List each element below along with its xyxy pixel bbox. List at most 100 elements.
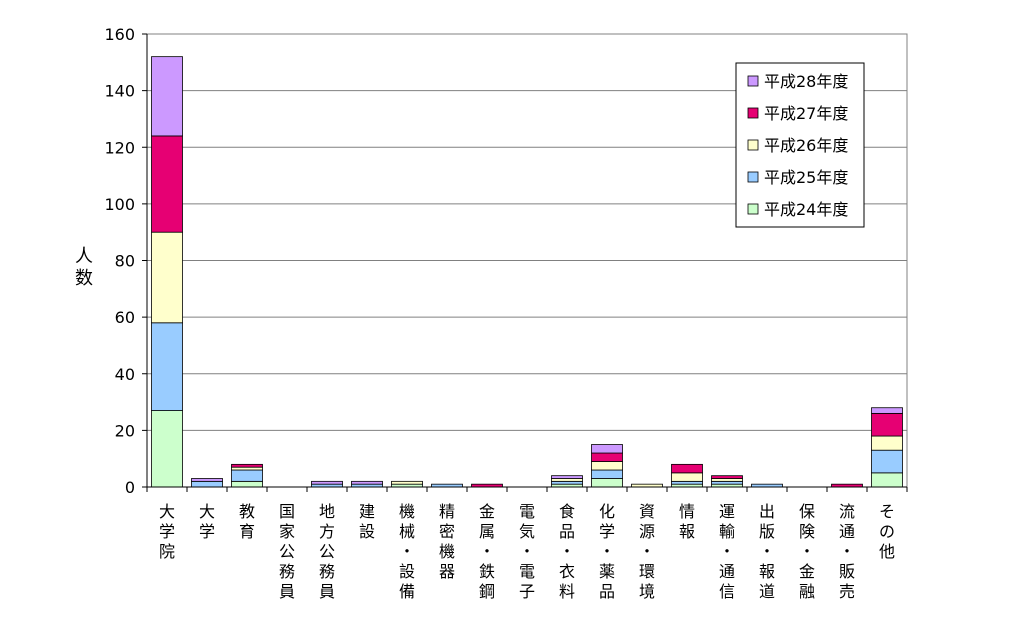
bar-segment	[591, 452, 623, 462]
x-tick-label-char: 出	[759, 502, 775, 521]
bar-segment	[671, 472, 703, 482]
legend-swatch	[747, 107, 759, 119]
x-tick-label-char: 版	[759, 522, 775, 541]
x-tick-label-char: 情	[679, 502, 695, 521]
bar-segment	[191, 478, 223, 482]
y-tick-label: 100	[104, 195, 135, 214]
y-tick-label: 160	[104, 25, 135, 44]
x-tick-label-char: 地	[319, 502, 335, 521]
x-tick-label-char: ・	[839, 542, 855, 561]
bar-segment	[671, 463, 703, 474]
x-tick-label-char: 報	[759, 562, 775, 581]
x-tick-label-char: ・	[599, 542, 615, 561]
bar-segment	[351, 480, 383, 485]
x-tick-label-char: 公	[279, 542, 295, 561]
bar-segment	[231, 466, 263, 471]
x-tick-label-char: 員	[319, 582, 335, 601]
legend-label: 平成26年度	[764, 136, 848, 155]
x-tick-label-char: 道	[759, 582, 775, 601]
x-tick-label-char: 売	[839, 582, 855, 601]
x-tick-label-char: ・	[399, 542, 415, 561]
x-tick-label-char: 料	[559, 582, 575, 601]
x-tick-label-char: 機	[439, 542, 455, 561]
bar-segment	[151, 322, 183, 411]
x-tick-label-char: 学	[159, 522, 175, 541]
x-tick-label-char: 金	[799, 562, 815, 581]
y-tick-label: 0	[125, 478, 135, 497]
x-tick-label-char: 方	[319, 522, 335, 541]
y-tick-label: 20	[115, 421, 135, 440]
bar-segment	[551, 475, 583, 479]
x-tick-label-char: 鉄	[479, 562, 495, 581]
x-tick-label-char: 属	[479, 522, 495, 541]
bar-segment	[711, 475, 743, 479]
x-tick-label-char: 他	[879, 542, 895, 561]
x-tick-label-char: 器	[439, 562, 455, 581]
x-tick-label-char: 源	[639, 522, 655, 541]
bar-segment	[151, 410, 183, 488]
bar-segment	[151, 135, 183, 233]
bar-segment	[871, 407, 903, 414]
x-tick-label-char: 流	[839, 502, 855, 521]
x-tick-label-char: 子	[519, 582, 535, 601]
x-tick-label-char: 融	[799, 582, 815, 601]
x-tick-label-char: 運	[719, 502, 735, 521]
x-tick-label-char: 電	[519, 502, 535, 521]
legend-swatch	[747, 171, 759, 183]
x-tick-label-char: の	[879, 522, 895, 541]
x-tick-label-char: ・	[719, 542, 735, 561]
x-tick-label-char: 学	[599, 522, 615, 541]
bar-segment	[591, 469, 623, 479]
y-axis-title-char: 人	[75, 246, 93, 267]
y-tick-label: 120	[104, 138, 135, 157]
x-tick-label-char: 建	[359, 502, 375, 521]
x-tick-label-char: 設	[399, 562, 415, 581]
legend-swatch	[747, 203, 759, 215]
x-tick-label-char: 務	[319, 562, 335, 581]
x-tick-label-char: 家	[279, 522, 295, 541]
x-tick-label-char: 機	[399, 502, 415, 521]
bar-segment	[151, 56, 183, 137]
bar-segment	[871, 449, 903, 474]
y-tick-label: 40	[115, 365, 135, 384]
x-tick-label-char: 務	[279, 562, 295, 581]
x-tick-label-char: 密	[439, 522, 455, 541]
bar-segment	[871, 435, 903, 451]
bar-segment	[311, 480, 343, 485]
x-tick-label-char: 員	[279, 582, 295, 601]
x-tick-label-char: 学	[199, 522, 215, 541]
x-tick-label-char: そ	[879, 502, 895, 521]
x-tick-label-char: 販	[839, 562, 855, 581]
bar-segment	[871, 412, 903, 437]
bar-segment	[151, 231, 183, 324]
legend-label: 平成25年度	[764, 168, 848, 187]
bar-segment	[711, 478, 743, 482]
x-tick-label-char: 械	[399, 522, 415, 541]
bar-segment	[711, 480, 743, 485]
legend-label: 平成27年度	[764, 104, 848, 123]
x-tick-label-char: 院	[159, 542, 175, 561]
legend-label: 平成28年度	[764, 72, 848, 91]
x-tick-label-char: 食	[559, 502, 575, 521]
x-tick-label-char: 設	[359, 522, 375, 541]
x-tick-label-char: 環	[639, 562, 655, 581]
x-tick-label-char: 薬	[599, 562, 615, 581]
bar-segment	[591, 444, 623, 454]
x-tick-label-char: 通	[719, 562, 735, 581]
x-tick-label-char: 教	[239, 502, 255, 521]
x-tick-label-char: 国	[279, 502, 295, 521]
x-tick-label-char: 備	[399, 582, 415, 601]
x-tick-label-char: ・	[519, 542, 535, 561]
x-tick-label-char: ・	[799, 542, 815, 561]
x-tick-label-char: ・	[639, 542, 655, 561]
bar-segment	[551, 478, 583, 482]
y-axis-title-char: 数	[75, 268, 93, 289]
x-tick-label-char: 通	[839, 522, 855, 541]
x-tick-label-char: 大	[199, 502, 215, 521]
x-tick-label-char: 険	[799, 522, 815, 541]
bar-segment	[551, 480, 583, 485]
x-tick-label-char: 輸	[719, 522, 735, 541]
x-tick-label-char: 育	[239, 522, 255, 541]
